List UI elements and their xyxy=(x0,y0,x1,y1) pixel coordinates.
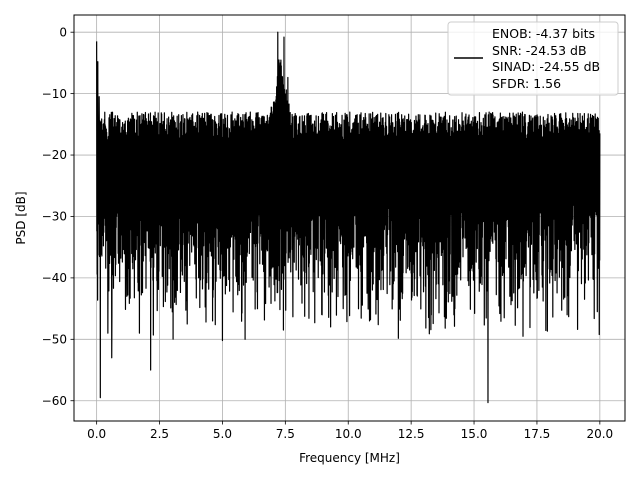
psd-line xyxy=(96,31,601,404)
x-axis: 0.0 2.5 5.0 7.5 10.0 12.5 15.0 17.5 20.0 xyxy=(87,421,613,441)
x-tick-label: 20.0 xyxy=(586,427,613,441)
legend-sinad: SINAD: -24.55 dB xyxy=(492,59,600,74)
plot-frame xyxy=(73,14,626,422)
x-tick-label: 5.0 xyxy=(213,427,232,441)
legend-sfdr: SFDR: 1.56 xyxy=(492,76,561,91)
y-tick-label: −60 xyxy=(42,394,67,408)
x-tick-label: 7.5 xyxy=(276,427,295,441)
y-tick-label: −30 xyxy=(42,210,67,224)
y-tick-label: 0 xyxy=(59,25,67,39)
x-tick-label: 2.5 xyxy=(150,427,169,441)
series-psd xyxy=(96,31,601,404)
legend-enob: ENOB: -4.37 bits xyxy=(492,26,595,41)
x-tick-label: 12.5 xyxy=(398,427,425,441)
x-axis-label: Frequency [MHz] xyxy=(299,451,400,465)
y-axis: 0 −10 −20 −30 −40 −50 −60 xyxy=(42,25,74,408)
x-tick-label: 10.0 xyxy=(335,427,362,441)
y-tick-label: −10 xyxy=(42,87,67,101)
legend-snr: SNR: -24.53 dB xyxy=(492,43,587,58)
legend: ENOB: -4.37 bits SNR: -24.53 dB SINAD: -… xyxy=(447,21,619,96)
y-axis-label: PSD [dB] xyxy=(14,191,28,244)
y-tick-label: −50 xyxy=(42,333,67,347)
y-tick-label: −20 xyxy=(42,148,67,162)
x-tick-label: 17.5 xyxy=(524,427,551,441)
legend-box xyxy=(447,21,619,96)
y-tick-label: −40 xyxy=(42,271,67,285)
x-tick-label: 0.0 xyxy=(87,427,106,441)
x-tick-label: 15.0 xyxy=(461,427,488,441)
